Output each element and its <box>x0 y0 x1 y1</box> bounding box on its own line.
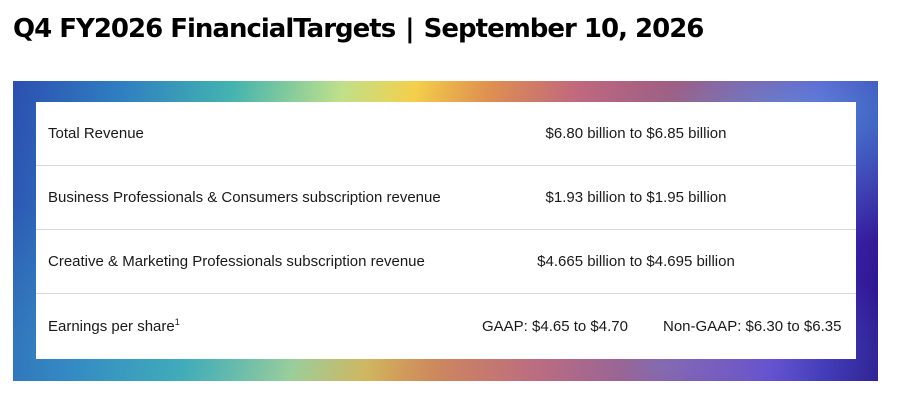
row-label: Business Professionals & Consumers subsc… <box>48 189 441 206</box>
row-value: $1.93 billion to $1.95 billion <box>545 189 727 206</box>
table-row-bpc-revenue: Business Professionals & Consumers subsc… <box>36 166 856 230</box>
financial-targets-table: Total Revenue $6.80 billion to $6.85 bil… <box>36 102 856 359</box>
eps-label: Earnings per share <box>48 317 175 335</box>
page-date: September 10, 2026 <box>423 14 705 44</box>
row-value: $6.80 billion to $6.85 billion <box>545 125 727 142</box>
page-title: Q4 FY2026 FinancialTargets | September 10,… <box>13 10 705 48</box>
row-label: Creative & Marketing Professionals subsc… <box>48 253 425 270</box>
row-value: $4.665 billion to $4.695 billion <box>537 253 735 270</box>
footnote-marker: 1 <box>174 316 180 327</box>
table-row-cmp-revenue: Creative & Marketing Professionals subsc… <box>36 230 856 294</box>
table-row-total-revenue: Total Revenue $6.80 billion to $6.85 bil… <box>36 102 856 166</box>
row-label: Earnings per share1 <box>48 316 180 335</box>
eps-non-gaap-value: Non-GAAP: $6.30 to $6.35 <box>663 317 842 335</box>
page-title-text: Q4 FY2026 FinancialTargets <box>13 14 396 44</box>
table-row-eps: Earnings per share1 GAAP: $4.65 to $4.70… <box>36 294 856 358</box>
eps-gaap-value: GAAP: $4.65 to $4.70 <box>482 317 628 335</box>
title-separator: | <box>405 14 414 44</box>
row-label: Total Revenue <box>48 125 144 142</box>
